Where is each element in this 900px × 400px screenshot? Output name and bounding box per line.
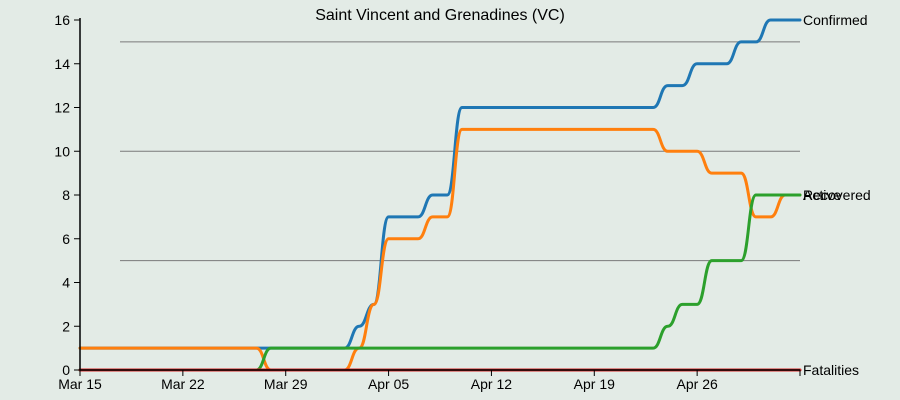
series-line-recovered bbox=[78, 193, 802, 372]
y-tick-label: 2 bbox=[62, 318, 70, 334]
chart-title: Saint Vincent and Grenadines (VC) bbox=[315, 7, 565, 24]
series-line-active bbox=[78, 127, 802, 372]
y-tick-label: 10 bbox=[54, 143, 70, 159]
end-label-recovered: Recovered bbox=[803, 187, 871, 203]
series-line-confirmed bbox=[78, 18, 802, 350]
end-label-confirmed: Confirmed bbox=[803, 12, 868, 28]
end-label-active: Active bbox=[803, 187, 841, 203]
x-tick-label: Apr 05 bbox=[368, 376, 409, 392]
y-tick-label: 8 bbox=[62, 187, 70, 203]
x-tick-label: Apr 12 bbox=[471, 376, 512, 392]
x-tick-label: Apr 26 bbox=[677, 376, 718, 392]
series-lines bbox=[78, 18, 802, 372]
x-tick-label: Mar 29 bbox=[264, 376, 308, 392]
x-tick-label: Apr 19 bbox=[574, 376, 615, 392]
y-tick-label: 6 bbox=[62, 231, 70, 247]
x-tick-label: Mar 22 bbox=[161, 376, 205, 392]
y-tick-label: 4 bbox=[62, 275, 70, 291]
y-tick-label: 0 bbox=[62, 362, 70, 378]
y-tick-label: 12 bbox=[54, 100, 70, 116]
x-tick-label: Mar 15 bbox=[58, 376, 102, 392]
end-label-fatalities: Fatalities bbox=[803, 362, 859, 378]
axes: 0 2 4 6 8 10 12 14 16 Mar 15 Mar 22 Mar 29 Apr 05 Apr… bbox=[54, 12, 801, 392]
y-tick-label: 14 bbox=[54, 56, 70, 72]
y-tick-label: 16 bbox=[54, 12, 70, 28]
